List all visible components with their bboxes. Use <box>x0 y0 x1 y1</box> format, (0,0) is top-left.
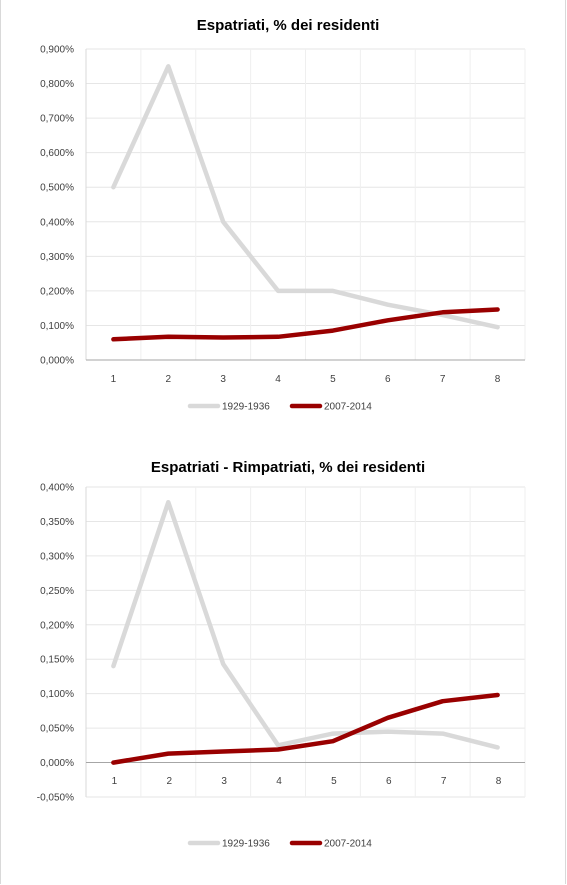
x-tick-label: 6 <box>385 374 391 385</box>
y-tick-label: 0,800% <box>40 79 74 90</box>
x-tick-label: 7 <box>440 374 446 385</box>
x-tick-label: 3 <box>220 374 226 385</box>
y-tick-label: 0,250% <box>40 586 74 597</box>
x-tick-label: 8 <box>495 374 501 385</box>
x-tick-label: 2 <box>167 776 173 787</box>
x-tick-label: 7 <box>441 776 447 787</box>
y-tick-label: 0,700% <box>40 114 74 125</box>
x-tick-label: 4 <box>275 374 281 385</box>
series-line-2007-2014 <box>111 692 500 765</box>
chart-title: Espatriati, % dei residenti <box>197 17 380 34</box>
y-tick-label: 0,000% <box>40 758 74 769</box>
x-tick-label: 2 <box>166 374 172 385</box>
chart-title: Espatriati - Rimpatriati, % dei resident… <box>151 459 425 476</box>
series-line-2007-2014 <box>111 307 500 342</box>
chart-espatriati-rimpatriati: Espatriati - Rimpatriati, % dei resident… <box>37 459 526 850</box>
x-tick-label: 1 <box>112 776 118 787</box>
y-tick-label: 0,100% <box>40 689 74 700</box>
x-tick-label: 1 <box>111 374 117 385</box>
x-tick-label: 3 <box>221 776 227 787</box>
y-tick-label: 0,300% <box>40 252 74 263</box>
y-tick-label: 0,200% <box>40 286 74 297</box>
x-tick-label: 6 <box>386 776 392 787</box>
y-tick-label: -0,050% <box>37 793 74 804</box>
x-tick-label: 8 <box>496 776 502 787</box>
y-tick-label: 0,600% <box>40 148 74 159</box>
legend-label: 1929-1936 <box>222 402 270 413</box>
y-tick-label: 0,900% <box>40 45 74 56</box>
x-tick-label: 4 <box>276 776 282 787</box>
legend-label: 1929-1936 <box>222 839 270 850</box>
legend-label: 2007-2014 <box>324 839 372 850</box>
y-tick-label: 0,350% <box>40 517 74 528</box>
chart-espatriati: Espatriati, % dei residenti 0,000% 0,100%… <box>40 17 526 413</box>
legend-label: 2007-2014 <box>324 402 372 413</box>
y-tick-label: 0,050% <box>40 724 74 735</box>
y-tick-label: 0,100% <box>40 321 74 332</box>
y-tick-label: 0,000% <box>40 356 74 367</box>
x-tick-label: 5 <box>331 776 337 787</box>
y-tick-label: 0,150% <box>40 655 74 666</box>
x-tick-label: 5 <box>330 374 336 385</box>
y-tick-label: 0,500% <box>40 183 74 194</box>
y-tick-label: 0,400% <box>40 483 74 494</box>
y-tick-label: 0,400% <box>40 217 74 228</box>
series-line-1929-1936 <box>111 499 500 750</box>
y-tick-label: 0,300% <box>40 551 74 562</box>
y-tick-label: 0,200% <box>40 620 74 631</box>
